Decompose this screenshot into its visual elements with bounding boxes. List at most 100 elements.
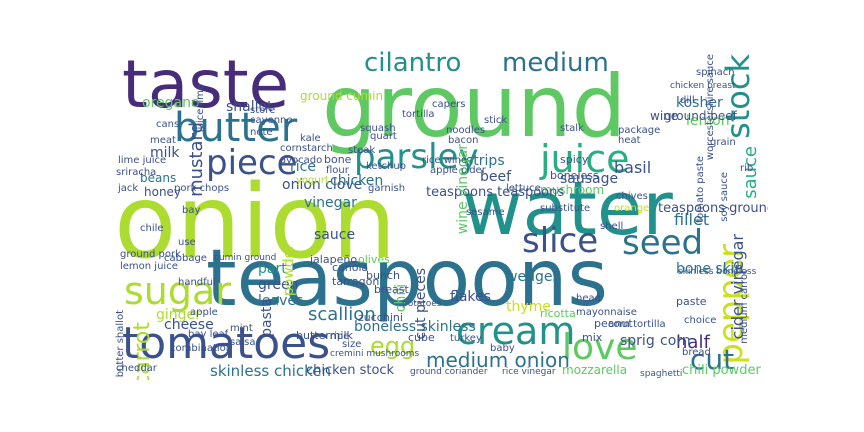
word-jalapeno: jalapeño — [310, 253, 358, 266]
word-note: note — [250, 127, 273, 138]
word-juice-lime: juice lime — [195, 84, 206, 133]
word-choice: choice — [684, 315, 717, 326]
word-head: head — [576, 293, 601, 304]
word-bay: bay — [182, 205, 201, 216]
word-part: part — [258, 261, 287, 277]
word-apple-cider: apple cider — [430, 165, 486, 176]
word-apple: apple — [190, 307, 218, 318]
word-onion: onion — [114, 163, 397, 282]
word-spinach: spinach — [696, 67, 735, 78]
word-corn: corn — [660, 333, 691, 349]
word-bone-skin: bone skin — [676, 261, 744, 277]
word-leaves: leaves — [258, 293, 304, 309]
word-chicken-stock: chicken stock — [306, 363, 395, 378]
word-cheese: cheese — [164, 317, 214, 333]
word-stick: stick — [484, 115, 508, 126]
word-shell: shell — [600, 221, 624, 232]
word-cheddar: cheddar — [116, 363, 157, 374]
word-garnish: garnish — [368, 183, 406, 194]
word-ripe: ripe — [330, 331, 350, 342]
word-medium-carrot: medium carrot — [739, 270, 750, 344]
word-dill: dill — [680, 95, 695, 106]
word-size: size — [342, 339, 362, 350]
word-package: package — [618, 125, 661, 136]
word-ground-beef: ground beef — [664, 109, 737, 123]
word-orange: orange — [614, 203, 650, 214]
word-teaspoons-ground: teaspoons ground — [658, 201, 768, 216]
word-bread: bread — [682, 347, 711, 358]
word-pork-chops: pork chops — [174, 183, 230, 194]
word-ground-pork: ground pork — [120, 249, 181, 260]
word-half: half — [676, 332, 710, 353]
word-cans: cans — [156, 119, 180, 130]
word-lime-juice: lime juice — [118, 155, 167, 166]
word-olives: olives — [358, 253, 390, 266]
word-tomatoes: tomatoes — [122, 318, 331, 369]
word-handful: handful — [178, 277, 216, 288]
word-cabbage: cabbage — [164, 253, 207, 264]
word-teaspoons: teaspoons — [206, 234, 609, 324]
word-paste: paste — [676, 295, 707, 308]
word-use: use — [178, 237, 196, 248]
word-cayenne: cayenne — [250, 115, 293, 126]
word-juice: juice — [540, 137, 630, 181]
word-honey: honey — [144, 185, 182, 199]
word-cube: cube — [408, 331, 435, 344]
word-quart: quart — [370, 131, 397, 142]
word-cream: cream — [456, 309, 576, 353]
word-noodles: noodles — [446, 125, 486, 136]
word-mozzarella: mozzarella — [562, 363, 628, 377]
word-cilantro: cilantro — [364, 48, 462, 78]
word-cloud: onion ground water teaspoons taste tomatoes bu… — [110, 44, 768, 380]
word-combination: combination — [170, 343, 233, 354]
word-lettuce: lettuce — [506, 183, 541, 194]
word-salsa: salsa — [230, 337, 256, 348]
word-cumin-ground: cumin ground — [214, 253, 277, 263]
word-ground-coriander: ground coriander — [410, 367, 488, 377]
word-powder: powder — [281, 244, 297, 297]
word-sriracha: sriracha — [116, 167, 157, 178]
word-beans: beans — [140, 171, 177, 185]
word-sesame: sesame — [466, 207, 505, 218]
word-butter: butter — [174, 105, 298, 151]
word-squash: squash — [360, 123, 396, 134]
word-chili-powder: chili powder — [682, 363, 761, 378]
word-medium: medium — [502, 48, 609, 78]
word-chile: chile — [140, 223, 164, 234]
word-cremini-mushrooms: cremini mushrooms — [330, 349, 420, 359]
word-thyme: thyme — [506, 299, 551, 315]
word-meat: meat — [150, 135, 176, 146]
word-ricotta: ricotta — [540, 307, 576, 320]
word-cornstarch: cornstarch — [280, 143, 333, 154]
word-parsley: parsley — [354, 137, 479, 177]
word-wine: wine — [650, 109, 679, 123]
word-store: store — [250, 105, 276, 116]
word-turkey: turkey — [450, 333, 482, 344]
word-baby: baby — [490, 343, 515, 354]
word-kale: kale — [300, 133, 321, 144]
word-green: green — [258, 277, 299, 293]
word-stalk: stalk — [560, 123, 584, 134]
word-skinless-chicken: skinless chicken — [210, 362, 332, 380]
word-mint: mint — [230, 323, 253, 334]
word-rice-vinegar: rice vinegar — [502, 367, 556, 377]
word-breast: breast — [374, 283, 409, 296]
word-heat: heat — [618, 135, 641, 146]
word-substitute: substitute — [540, 203, 591, 214]
word-love: love — [562, 327, 638, 368]
word-bay-leaf: bay leaf — [188, 329, 229, 340]
word-mushroom: mushroom — [540, 183, 605, 197]
word-basil: basil — [614, 158, 652, 177]
word-scallion: scallion — [308, 304, 376, 325]
word-slice: slice — [522, 221, 599, 261]
word-ground-cumin: ground cumin — [300, 89, 384, 103]
word-grain: grain — [710, 137, 736, 148]
word-rib: rib — [740, 163, 754, 174]
word-skinless-boneless: skinless boneless — [678, 267, 757, 277]
word-worcestershire-sauce: worcestershire sauce — [705, 54, 716, 161]
word-buttermilk: buttermilk — [296, 329, 353, 342]
word-corn-tortilla: corn tortilla — [608, 319, 666, 330]
word-peanut: peanut — [594, 317, 633, 330]
word-boneless-skinless: boneless skinless — [354, 319, 476, 335]
